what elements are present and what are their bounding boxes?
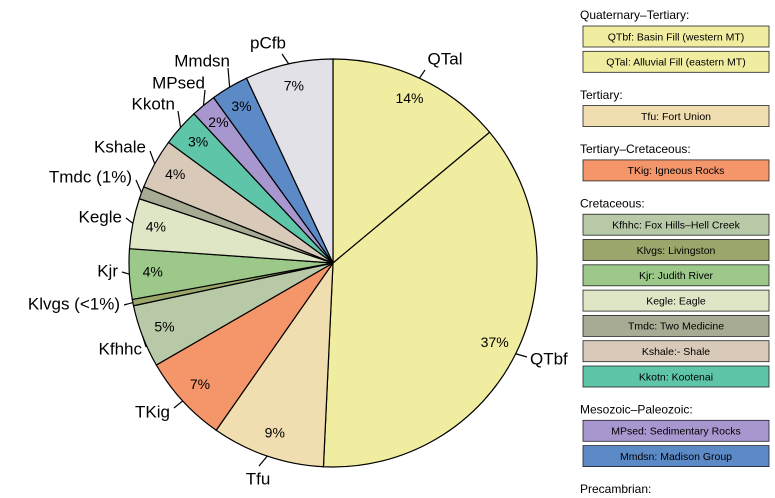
slice-percent: 3% bbox=[231, 98, 251, 114]
leader-line bbox=[125, 217, 134, 224]
legend-swatch bbox=[582, 25, 770, 48]
legend-label: QTal: Alluvial Fill (eastern MT) bbox=[606, 57, 745, 69]
slice-percent: 4% bbox=[165, 166, 185, 182]
legend-heading: Quaternary–Tertiary: bbox=[580, 8, 689, 22]
leader-line bbox=[142, 336, 147, 348]
slice-label: Kjr bbox=[97, 261, 118, 280]
legend-label: Kfhhc: Fox Hills–Hell Creek bbox=[612, 219, 741, 231]
leader-line bbox=[123, 302, 134, 306]
slice-label: Kkotn bbox=[132, 94, 175, 113]
leader-line bbox=[135, 179, 143, 193]
slice-label: Mmdsn bbox=[174, 51, 230, 70]
pie-slice bbox=[332, 58, 491, 265]
leader-line bbox=[515, 353, 528, 358]
slice-label: pCfb bbox=[250, 33, 286, 52]
legend-swatch bbox=[582, 50, 770, 73]
slice-label: QTbf bbox=[530, 349, 568, 368]
slice-percent: 4% bbox=[146, 219, 166, 235]
legend-label: Kegle: Eagle bbox=[646, 295, 706, 307]
legend-label: Kshale:- Shale bbox=[642, 346, 710, 358]
legend-label: Tmdc: Two Medicine bbox=[628, 321, 724, 333]
legend-label: Mmdsn: Madison Group bbox=[620, 451, 732, 463]
slice-percent: 14% bbox=[395, 90, 423, 106]
legend-label: Kjr: Judith River bbox=[639, 270, 714, 282]
legend-heading: Cretaceous: bbox=[580, 196, 645, 210]
legend-heading: Tertiary: bbox=[580, 88, 623, 102]
legend-swatch bbox=[582, 289, 770, 312]
slice-label: Kfhhc bbox=[99, 339, 143, 358]
slice-label: Klvgs (<1%) bbox=[28, 294, 120, 313]
legend-swatch bbox=[582, 419, 770, 442]
legend-heading: Tertiary–Cretaceous: bbox=[580, 142, 691, 156]
legend-swatch bbox=[582, 340, 770, 363]
slice-percent: 2% bbox=[208, 114, 228, 130]
leader-line bbox=[418, 69, 426, 79]
leader-line bbox=[227, 67, 231, 88]
slice-label: Kegle bbox=[79, 207, 122, 226]
slice-percent: 5% bbox=[154, 319, 174, 335]
slice-label: Tmdc (1%) bbox=[49, 167, 132, 186]
slice-percent: 3% bbox=[188, 134, 208, 150]
legend-label: TKig: Igneous Rocks bbox=[628, 165, 725, 177]
legend-label: MPsed: Sedimentary Rocks bbox=[611, 426, 741, 438]
leader-line bbox=[177, 110, 182, 128]
legend-label: QTbf: Basin Fill (western MT) bbox=[608, 31, 745, 43]
legend-label: Kkotn: Kootenai bbox=[639, 371, 713, 383]
slice-label: MPsed bbox=[152, 73, 205, 92]
pie-slice bbox=[322, 131, 538, 468]
legend-swatch bbox=[582, 314, 770, 337]
leader-line bbox=[173, 400, 184, 409]
slice-percent: 37% bbox=[481, 334, 509, 350]
legend-label: Klvgs: Livingston bbox=[637, 245, 716, 257]
slice-percent: 9% bbox=[265, 425, 285, 441]
legend-swatch bbox=[582, 105, 770, 127]
legend-swatch bbox=[582, 264, 770, 287]
slice-label: QTal bbox=[428, 49, 463, 68]
legend-swatch bbox=[582, 365, 770, 388]
slice-label: TKig bbox=[135, 402, 170, 421]
slice-percent: 7% bbox=[190, 376, 210, 392]
slice-percent: 4% bbox=[143, 264, 163, 280]
legend-swatch bbox=[582, 445, 770, 468]
leader-line bbox=[149, 150, 156, 164]
legend-swatch bbox=[582, 239, 770, 261]
leader-line bbox=[281, 53, 290, 65]
slice-label: Tfu bbox=[246, 469, 271, 488]
legend-swatch bbox=[582, 213, 770, 236]
leader-line bbox=[258, 455, 268, 467]
legend-heading: Mesozoic–Paleozoic: bbox=[580, 402, 693, 416]
legend-heading: Precambrian: bbox=[580, 482, 651, 496]
slice-label: Kshale bbox=[94, 137, 146, 156]
legend-label: Tfu: Fort Union bbox=[641, 111, 711, 123]
slice-percent: 7% bbox=[284, 77, 304, 93]
leader-line bbox=[202, 89, 206, 106]
leader-line bbox=[121, 271, 130, 275]
legend-swatch bbox=[582, 159, 770, 182]
